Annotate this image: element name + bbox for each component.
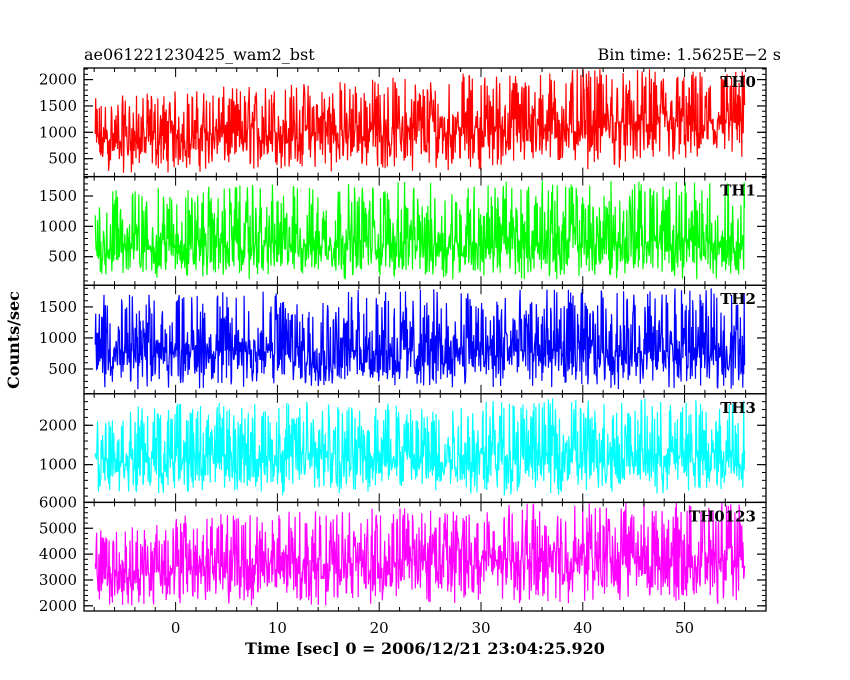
panel-label-th0123: TH0123	[689, 507, 756, 525]
y-tick-label: 500	[48, 150, 77, 168]
series-th0-line	[94, 69, 746, 173]
bin-time-label: Bin time: 1.5625E−2 s	[598, 45, 781, 64]
y-tick-label: 1000	[39, 329, 77, 347]
panel-th0: 500 1000 1500 2000 TH0	[39, 67, 767, 178]
y-tick-label: 1000	[39, 456, 77, 474]
x-tick-label: 0	[171, 619, 181, 637]
panel-th1: 500 1000 1500 TH1	[39, 175, 767, 286]
y-tick-label: 1500	[39, 97, 77, 115]
series-th2-line	[94, 288, 746, 390]
panel-frame-th0123	[83, 501, 767, 612]
x-tick-label: 30	[471, 619, 490, 637]
y-tick-label: 500	[48, 248, 77, 266]
x-axis: 0 10 20 30 40 50	[171, 619, 694, 637]
y-tick-label: 5000	[39, 519, 77, 537]
y-axis-label: Counts/sec	[4, 291, 23, 389]
y-tick-label: 1500	[39, 298, 77, 316]
y-tick-label: 6000	[39, 493, 77, 511]
panel-label-th0: TH0	[720, 73, 756, 91]
y-tick-label: 1000	[39, 123, 77, 141]
y-tick-label: 1000	[39, 217, 77, 235]
y-tick-label: 3000	[39, 571, 77, 589]
y-tick-label: 4000	[39, 545, 77, 563]
y-tick-label: 1500	[39, 187, 77, 205]
series-th0123-line	[94, 502, 746, 606]
chart-title: ae061221230425_wam2_bst	[84, 45, 315, 64]
y-tick-label: 2000	[39, 71, 77, 89]
x-tick-label: 20	[370, 619, 389, 637]
panel-label-th1: TH1	[720, 182, 756, 200]
panel-th2: 500 1000 1500 TH2	[39, 284, 767, 395]
panel-label-th2: TH2	[720, 290, 756, 308]
panel-th0123: 2000 3000 4000 5000 6000 TH0123	[39, 493, 767, 615]
x-tick-label: 50	[675, 619, 694, 637]
x-axis-label: Time [sec] 0 = 2006/12/21 23:04:25.920	[245, 639, 605, 658]
series-th3-line	[94, 398, 746, 496]
y-tick-label: 2000	[39, 416, 77, 434]
y-tick-label: 500	[48, 360, 77, 378]
y-tick-label: 2000	[39, 597, 77, 615]
series-th1-line	[94, 181, 746, 280]
x-tick-label: 40	[573, 619, 592, 637]
panel-th3: 1000 2000 TH3	[39, 393, 767, 504]
panel-label-th3: TH3	[720, 399, 756, 417]
x-tick-label: 10	[268, 619, 287, 637]
